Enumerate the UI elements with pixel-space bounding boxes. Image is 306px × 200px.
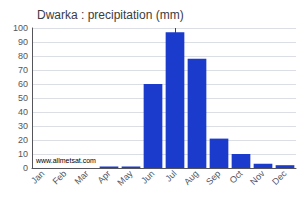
svg-text:Mar: Mar bbox=[73, 168, 91, 186]
svg-text:May: May bbox=[115, 168, 134, 187]
svg-text:Jul: Jul bbox=[163, 168, 178, 183]
svg-text:Nov: Nov bbox=[248, 168, 267, 187]
svg-text:Sep: Sep bbox=[204, 168, 222, 186]
svg-text:Jan: Jan bbox=[29, 168, 46, 185]
svg-text:30: 30 bbox=[18, 121, 28, 131]
svg-text:Apr: Apr bbox=[96, 168, 113, 185]
svg-text:20: 20 bbox=[18, 135, 28, 145]
svg-text:70: 70 bbox=[18, 65, 28, 75]
svg-text:90: 90 bbox=[18, 37, 28, 47]
svg-text:Aug: Aug bbox=[182, 168, 200, 186]
svg-text:80: 80 bbox=[18, 51, 28, 61]
svg-text:100: 100 bbox=[13, 23, 28, 33]
svg-text:Dwarka : precipitation (mm): Dwarka : precipitation (mm) bbox=[37, 8, 184, 22]
svg-text:Oct: Oct bbox=[228, 168, 245, 185]
svg-text:Dec: Dec bbox=[270, 168, 289, 187]
svg-text:Jun: Jun bbox=[139, 168, 156, 185]
svg-text:0: 0 bbox=[23, 163, 28, 173]
svg-text:www.allmetsat.com: www.allmetsat.com bbox=[35, 157, 96, 164]
svg-text:40: 40 bbox=[18, 107, 28, 117]
svg-text:60: 60 bbox=[18, 79, 28, 89]
svg-text:10: 10 bbox=[18, 149, 28, 159]
svg-text:Feb: Feb bbox=[51, 168, 69, 186]
svg-text:50: 50 bbox=[18, 93, 28, 103]
